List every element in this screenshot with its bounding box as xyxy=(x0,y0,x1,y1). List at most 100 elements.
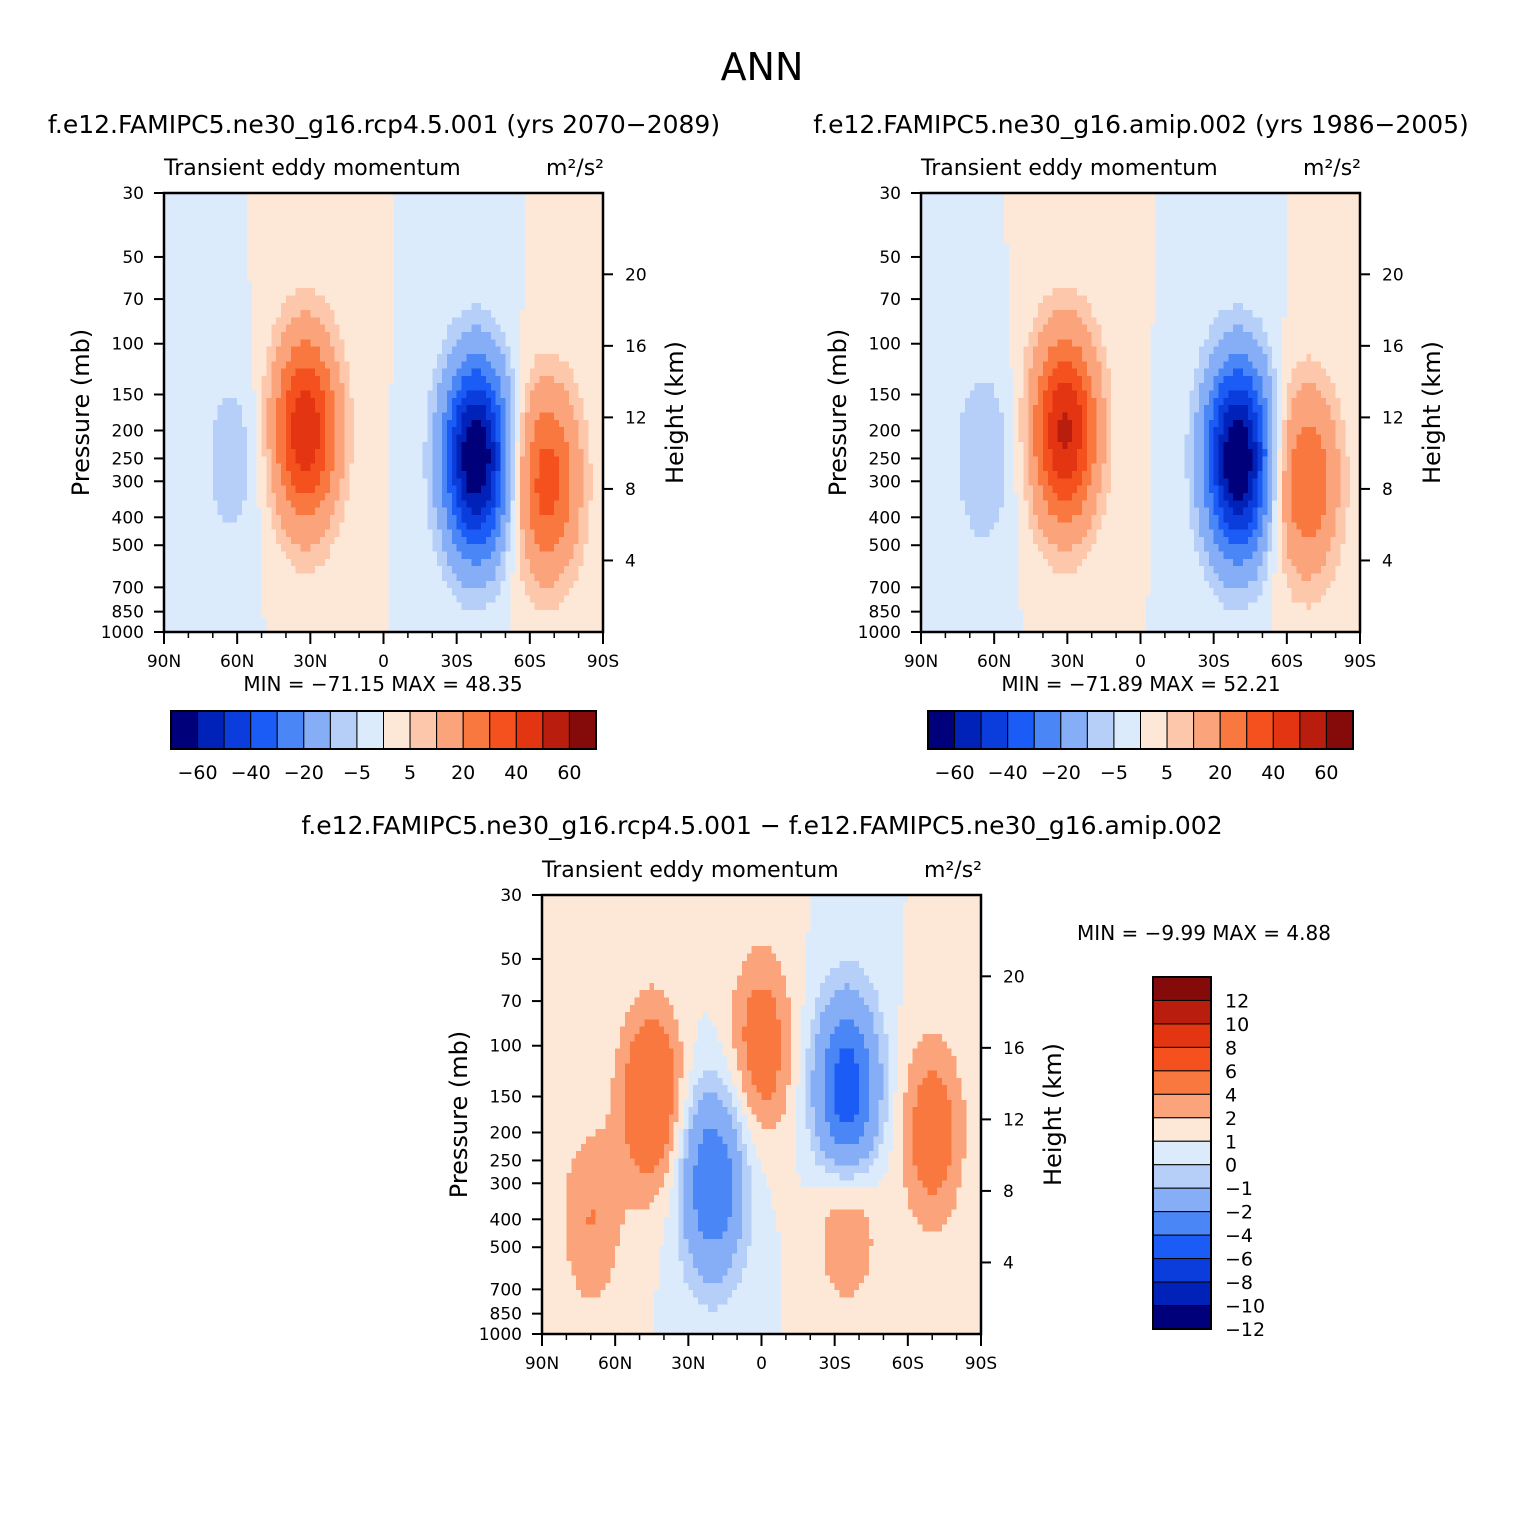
contour-cell xyxy=(525,471,530,479)
contour-cell xyxy=(388,295,393,303)
contour-cell xyxy=(203,464,208,472)
contour-cell xyxy=(359,310,364,318)
contour-cell xyxy=(593,361,598,369)
contour-cell xyxy=(588,413,593,421)
contour-cell xyxy=(427,317,432,325)
contour-cell xyxy=(496,303,501,311)
contour-cell xyxy=(208,530,213,538)
contour-cell xyxy=(471,325,476,333)
contour-cell xyxy=(179,559,184,567)
contour-cell xyxy=(525,581,530,589)
contour-cell xyxy=(535,537,540,545)
contour-cell xyxy=(457,376,462,384)
contour-cell xyxy=(505,244,510,252)
contour-cell xyxy=(232,464,237,472)
contour-cell xyxy=(320,500,325,508)
contour-cell xyxy=(252,339,257,347)
contour-cell xyxy=(315,573,320,581)
contour-cell xyxy=(554,405,559,413)
contour-cell xyxy=(252,252,257,260)
contour-cell xyxy=(301,200,306,208)
contour-cell xyxy=(413,493,418,501)
contour-cell xyxy=(491,295,496,303)
contour-cell xyxy=(232,230,237,238)
contour-cell xyxy=(174,288,179,296)
contour-cell xyxy=(544,317,549,325)
contour-cell xyxy=(257,413,262,421)
contour-cell xyxy=(452,230,457,238)
contour-cell xyxy=(335,493,340,501)
contour-cell xyxy=(388,383,393,391)
contour-cell xyxy=(413,581,418,589)
contour-cell xyxy=(349,456,354,464)
contour-cell xyxy=(242,266,247,274)
contour-cell xyxy=(574,588,579,596)
contour-cell xyxy=(413,303,418,311)
contour-cell xyxy=(569,332,574,340)
contour-cell xyxy=(423,413,428,421)
contour-cell xyxy=(232,215,237,223)
contour-cell xyxy=(520,252,525,260)
contour-cell xyxy=(540,581,545,589)
contour-cell xyxy=(315,347,320,355)
contour-cell xyxy=(364,361,369,369)
contour-cell xyxy=(574,559,579,567)
contour-cell xyxy=(496,361,501,369)
contour-cell xyxy=(374,449,379,457)
contour-cell xyxy=(403,230,408,238)
contour-cell xyxy=(237,222,242,230)
contour-cell xyxy=(583,486,588,494)
contour-cell xyxy=(169,522,174,530)
contour-cell xyxy=(530,347,535,355)
contour-cell xyxy=(491,361,496,369)
contour-cell xyxy=(208,222,213,230)
contour-cell xyxy=(305,427,310,435)
contour-cell xyxy=(208,383,213,391)
contour-cell xyxy=(335,515,340,523)
contour-cell xyxy=(174,544,179,552)
contour-cell xyxy=(266,442,271,450)
contour-cell xyxy=(203,266,208,274)
contour-cell xyxy=(549,456,554,464)
contour-cell xyxy=(305,500,310,508)
contour-cell xyxy=(432,347,437,355)
contour-cell xyxy=(588,208,593,216)
contour-cell xyxy=(388,303,393,311)
contour-cell xyxy=(315,332,320,340)
contour-cell xyxy=(520,573,525,581)
contour-cell xyxy=(179,456,184,464)
contour-cell xyxy=(403,434,408,442)
contour-cell xyxy=(379,303,384,311)
contour-cell xyxy=(544,325,549,333)
contour-cell xyxy=(476,530,481,538)
contour-cell xyxy=(462,244,467,252)
contour-cell xyxy=(544,383,549,391)
contour-cell xyxy=(310,559,315,567)
contour-cell xyxy=(408,310,413,318)
contour-cell xyxy=(330,222,335,230)
contour-cell xyxy=(408,544,413,552)
contour-cell xyxy=(296,391,301,399)
contour-cell xyxy=(510,332,515,340)
contour-cell xyxy=(574,413,579,421)
contour-cell xyxy=(491,266,496,274)
contour-cell xyxy=(213,361,218,369)
contour-cell xyxy=(544,456,549,464)
contour-cell xyxy=(281,500,286,508)
contour-cell xyxy=(198,434,203,442)
contour-cell xyxy=(325,493,330,501)
contour-cell xyxy=(198,347,203,355)
contour-cell xyxy=(169,266,174,274)
contour-cell xyxy=(198,295,203,303)
panel-subtitle: Transient eddy momentum xyxy=(163,156,461,181)
contour-cell xyxy=(427,566,432,574)
contour-cell xyxy=(257,442,262,450)
contour-cell xyxy=(349,471,354,479)
contour-cell xyxy=(452,208,457,216)
contour-cell xyxy=(413,369,418,377)
contour-cell xyxy=(418,515,423,523)
contour-cell xyxy=(227,581,232,589)
contour-cell xyxy=(242,588,247,596)
contour-cell xyxy=(335,508,340,516)
contour-cell xyxy=(330,391,335,399)
